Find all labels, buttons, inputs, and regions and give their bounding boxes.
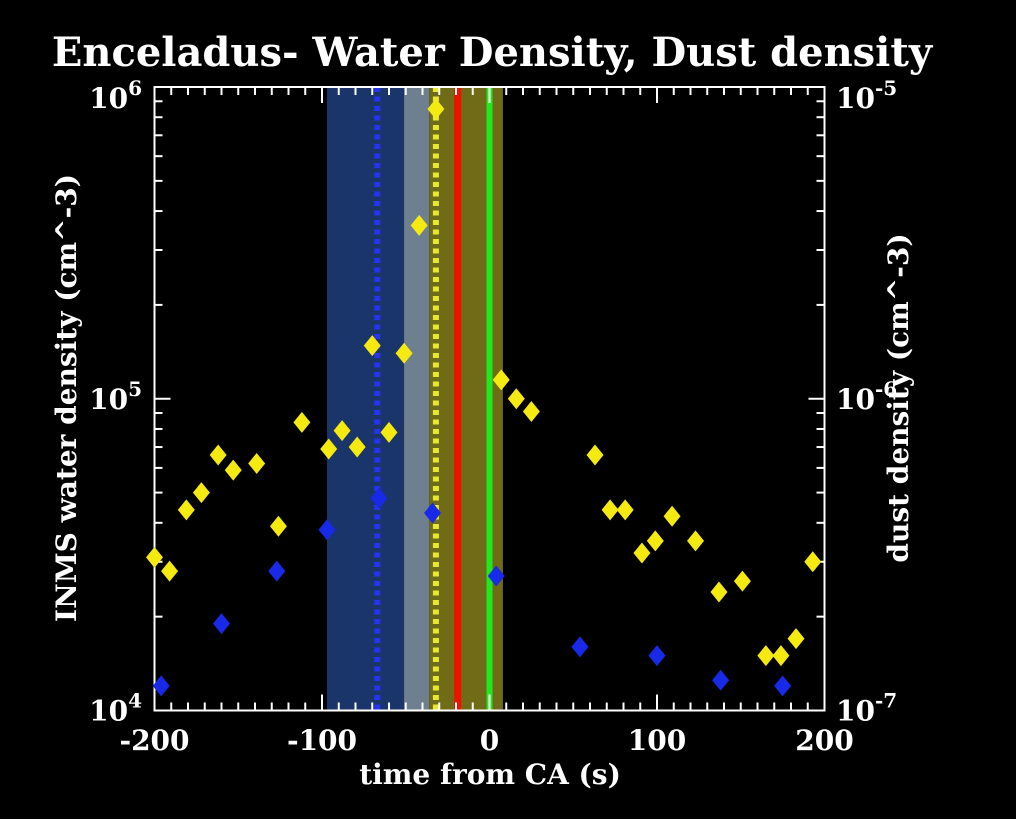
data-point-water (192, 482, 210, 504)
data-point-water (348, 436, 366, 458)
data-point-water (616, 499, 634, 521)
data-point-dust (571, 636, 589, 658)
data-point-water (586, 444, 604, 466)
data-point-water (293, 411, 311, 433)
x-tick-label: -200 (119, 724, 189, 757)
y-right-axis-label: dust density (cm^-3) (882, 233, 915, 562)
band-blue (327, 87, 405, 711)
data-point-water (633, 542, 651, 564)
data-point-water (710, 581, 728, 603)
data-point-dust (370, 487, 388, 509)
data-point-water (363, 335, 381, 357)
data-point-water (427, 98, 445, 120)
data-point-water (380, 421, 398, 443)
data-points-layer (146, 98, 822, 697)
x-tick-label: 0 (480, 724, 499, 757)
data-point-water (787, 628, 805, 650)
data-point-water (177, 499, 195, 521)
data-point-water (410, 214, 428, 236)
data-point-water (248, 452, 266, 474)
data-point-water (320, 438, 338, 460)
data-point-dust (774, 675, 792, 697)
data-point-water (522, 401, 540, 423)
data-point-water (804, 551, 822, 573)
data-point-dust (648, 645, 666, 667)
data-point-water (492, 369, 510, 391)
axes-layer (153, 86, 826, 712)
y-left-tick-label: 105 (89, 377, 142, 416)
x-tick-label: -100 (287, 724, 357, 757)
data-point-dust (712, 669, 730, 691)
y-left-axis-label: INMS water density (cm^-3) (50, 174, 83, 622)
data-point-water (733, 570, 751, 592)
data-point-water (601, 499, 619, 521)
y-right-tick-label: 10-5 (836, 76, 897, 115)
x-tick-label: 100 (628, 724, 686, 757)
x-axis-label: time from CA (s) (359, 758, 621, 791)
band-gray (404, 87, 430, 711)
chart-title: Enceladus- Water Density, Dust density (52, 29, 934, 76)
data-point-dust (487, 565, 505, 587)
data-point-water (772, 645, 790, 667)
event-lines-layer (374, 87, 493, 711)
x-tick-label: 200 (795, 724, 853, 757)
data-point-water (224, 459, 242, 481)
y-left-tick-label: 106 (89, 76, 142, 115)
data-point-water (209, 444, 227, 466)
data-point-dust (424, 502, 442, 524)
data-point-dust (268, 560, 286, 582)
data-point-water (146, 546, 163, 568)
data-point-dust (152, 675, 170, 697)
data-point-water (507, 388, 525, 410)
data-point-water (757, 645, 775, 667)
data-point-water (269, 515, 287, 537)
data-point-water (646, 530, 664, 552)
data-point-water (687, 530, 705, 552)
data-point-water (663, 505, 681, 527)
data-point-dust (213, 613, 230, 635)
data-point-water (395, 342, 413, 364)
data-point-water (333, 420, 351, 442)
data-point-water (161, 560, 179, 582)
data-point-dust (318, 519, 336, 541)
